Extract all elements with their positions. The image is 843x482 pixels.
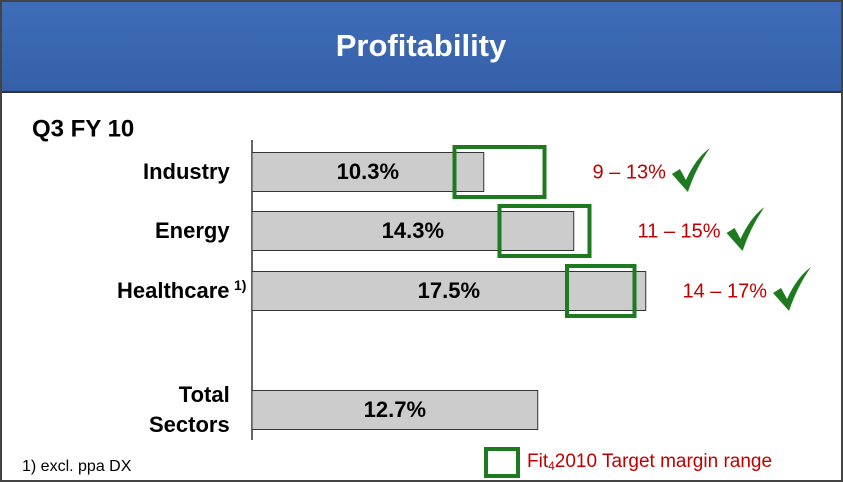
footnote-marker: 1) [234,277,247,293]
header-title: Profitability [336,28,507,63]
legend-text: Fit42010 Target margin range [527,451,772,473]
category-label: Energy [155,218,230,243]
bar [251,390,539,430]
legend-text-part: Fit [527,451,549,472]
check-mark [726,207,765,251]
target-label: 9 – 13% [593,161,667,183]
category-label: Healthcare [117,278,230,303]
bar [251,152,485,192]
target-range [497,204,592,258]
bar [251,211,575,251]
legend-text-part: 4 [548,459,555,473]
header-band [0,0,843,92]
legend-text-part: 2010 Target margin range [555,451,772,472]
category-label: Industry [143,159,230,184]
value-label: 10.3% [337,159,399,184]
legend-swatch [484,447,520,478]
check-mark [671,148,710,192]
target-range [452,145,547,199]
value-label: 14.3% [382,218,444,243]
category-label: Total Sectors [149,382,230,437]
value-label: 12.7% [364,397,426,422]
target-label: 11 – 15% [638,220,721,242]
target-range [565,264,637,318]
bar [251,271,647,311]
check-mark [773,267,812,311]
value-label: 17.5% [418,278,480,303]
target-label: 14 – 17% [683,280,768,302]
subtitle: Q3 FY 10 [32,115,134,142]
footnote: 1) excl. ppa DX [22,458,132,475]
